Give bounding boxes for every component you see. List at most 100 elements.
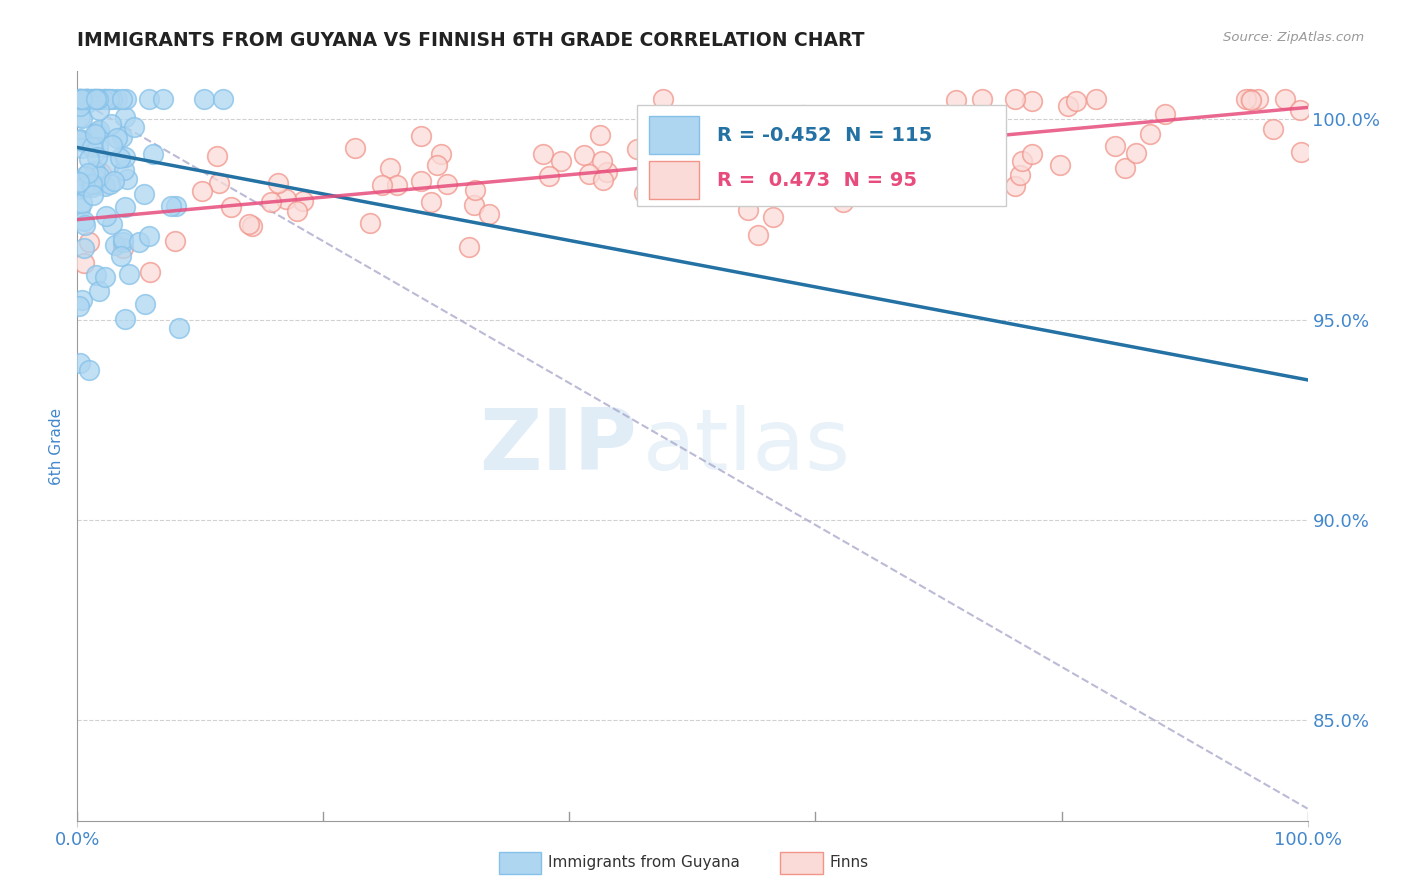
Point	[111, 235, 134, 249]
Point	[100, 178, 122, 192]
Point	[420, 194, 443, 209]
Text: R = -0.452  N = 115: R = -0.452 N = 115	[717, 126, 932, 145]
Point	[191, 184, 214, 198]
Point	[478, 207, 501, 221]
Point	[69, 110, 91, 124]
Point	[94, 178, 117, 193]
Point	[163, 235, 186, 249]
Point	[1104, 139, 1126, 153]
Point	[100, 92, 122, 106]
Point	[409, 128, 432, 143]
Point	[70, 293, 93, 308]
Point	[832, 194, 855, 209]
Point	[1004, 178, 1026, 193]
Point	[134, 296, 156, 310]
Point	[94, 92, 117, 106]
Point	[637, 178, 659, 192]
Point	[86, 92, 108, 106]
Point	[70, 196, 93, 211]
Point	[707, 136, 730, 151]
Point	[83, 92, 105, 106]
Point	[67, 94, 90, 108]
Point	[73, 181, 96, 195]
Point	[115, 92, 138, 106]
Point	[76, 92, 98, 106]
Point	[76, 92, 98, 106]
Point	[138, 92, 160, 106]
Point	[1011, 154, 1033, 169]
Point	[86, 92, 108, 106]
Point	[83, 177, 105, 191]
Point	[1021, 95, 1043, 109]
Point	[67, 178, 90, 192]
Point	[84, 268, 107, 282]
Point	[112, 232, 135, 246]
Point	[100, 117, 122, 131]
Point	[114, 200, 136, 214]
Point	[76, 92, 98, 106]
Point	[94, 92, 117, 106]
Point	[589, 128, 612, 142]
Point	[86, 150, 108, 164]
Point	[93, 270, 115, 285]
Point	[73, 178, 96, 192]
Point	[970, 92, 993, 106]
Point	[105, 131, 128, 145]
Point	[1057, 99, 1080, 113]
Point	[75, 178, 97, 193]
Point	[103, 174, 125, 188]
Point	[766, 119, 789, 133]
Point	[219, 200, 242, 214]
Point	[409, 174, 432, 188]
Point	[108, 151, 131, 165]
Point	[67, 299, 90, 313]
Point	[359, 216, 381, 230]
Point	[1289, 145, 1312, 160]
Point	[1240, 93, 1263, 107]
Point	[69, 92, 91, 106]
Point	[83, 163, 105, 178]
Point	[114, 150, 136, 164]
Point	[67, 133, 90, 147]
Point	[762, 210, 785, 224]
Point	[134, 186, 156, 201]
Point	[167, 321, 190, 335]
Point	[75, 179, 97, 194]
Text: Finns: Finns	[830, 855, 869, 870]
Point	[91, 92, 114, 106]
Point	[69, 356, 91, 370]
Point	[87, 103, 110, 117]
Point	[920, 112, 942, 127]
Point	[80, 177, 103, 191]
Point	[717, 115, 740, 129]
Point	[90, 165, 112, 179]
Point	[1247, 92, 1270, 106]
Point	[67, 174, 90, 188]
Point	[128, 235, 150, 249]
Point	[77, 166, 100, 180]
Point	[80, 92, 103, 106]
Point	[72, 141, 94, 155]
Point	[111, 92, 134, 106]
Point	[387, 178, 409, 192]
Point	[72, 256, 94, 270]
Point	[787, 136, 810, 150]
Point	[1125, 146, 1147, 161]
Point	[75, 92, 97, 106]
Point	[578, 167, 600, 181]
Point	[86, 92, 108, 106]
Point	[69, 99, 91, 113]
Point	[159, 199, 181, 213]
Point	[1154, 107, 1177, 121]
Point	[72, 241, 94, 255]
Point	[79, 177, 101, 191]
Point	[464, 183, 486, 197]
Point	[80, 180, 103, 194]
Point	[87, 140, 110, 154]
Text: Immigrants from Guyana: Immigrants from Guyana	[548, 855, 740, 870]
Point	[738, 157, 761, 171]
Point	[652, 92, 675, 106]
Point	[531, 147, 554, 161]
Point	[76, 95, 98, 110]
Point	[94, 210, 117, 224]
